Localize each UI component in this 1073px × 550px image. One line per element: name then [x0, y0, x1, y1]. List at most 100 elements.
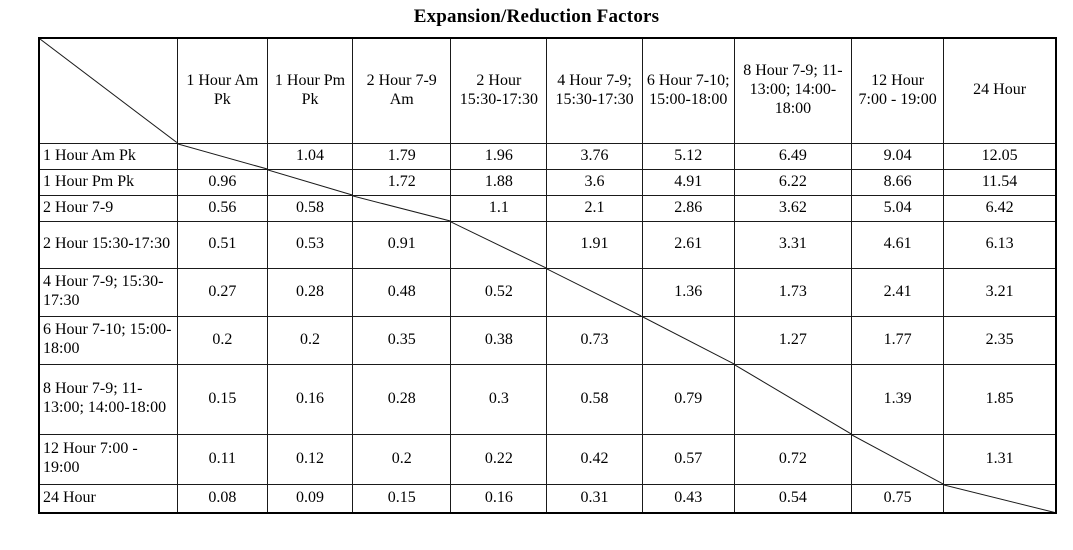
factors-table: 1 Hour Am Pk 1 Hour Pm Pk 2 Hour 7-9 Am 2 H… [38, 37, 1057, 514]
diagonal-blank-cell [352, 194, 452, 222]
row-header: 6 Hour 7-10; 15:00-18:00 [38, 315, 178, 365]
column-header: 1 Hour Pm Pk [266, 37, 354, 144]
factor-value-cell: 6.42 [943, 194, 1057, 222]
factor-value-cell: 0.27 [176, 267, 268, 317]
diagonal-line [547, 269, 641, 316]
diagonal-line [451, 222, 546, 268]
table-row: 8 Hour 7-9; 11-13:00; 14:00-18:00 0.15 0.1… [38, 363, 1057, 435]
row-header: 1 Hour Pm Pk [38, 168, 178, 196]
table-row: 2 Hour 7-9 0.56 0.58 1.1 2.1 2.86 3.62 5.04 6.42 [38, 194, 1057, 222]
factor-value-cell: 0.28 [266, 267, 354, 317]
factor-value-cell: 9.04 [851, 142, 945, 170]
factor-value-cell: 3.62 [733, 194, 853, 222]
factor-value-cell: 0.2 [352, 433, 452, 485]
factor-value-cell: 0.91 [352, 220, 452, 269]
factor-value-cell: 0.16 [266, 363, 354, 435]
factor-value-cell: 1.72 [352, 168, 452, 196]
factor-value-cell: 3.6 [546, 168, 643, 196]
column-header: 8 Hour 7-9; 11-13:00; 14:00-18:00 [733, 37, 853, 144]
factor-value-cell: 12.05 [943, 142, 1057, 170]
table-row: 6 Hour 7-10; 15:00-18:00 0.2 0.2 0.35 0.38 0.… [38, 315, 1057, 365]
factor-value-cell: 0.28 [352, 363, 452, 435]
row-header: 2 Hour 15:30-17:30 [38, 220, 178, 269]
factor-value-cell: 0.57 [641, 433, 735, 485]
diagonal-line [643, 317, 734, 364]
factor-value-cell: 0.48 [352, 267, 452, 317]
row-header: 12 Hour 7:00 - 19:00 [38, 433, 178, 485]
row-header: 4 Hour 7-9; 15:30-17:30 [38, 267, 178, 317]
factor-value-cell: 0.79 [641, 363, 735, 435]
factor-value-cell: 1.27 [733, 315, 853, 365]
table-row: 12 Hour 7:00 - 19:00 0.11 0.12 0.2 0.22 0.42 0… [38, 433, 1057, 485]
row-header: 1 Hour Am Pk [38, 142, 178, 170]
diagonal-line [353, 196, 450, 221]
factor-value-cell: 0.43 [641, 483, 735, 514]
factor-value-cell: 0.08 [176, 483, 268, 514]
factor-value-cell: 11.54 [943, 168, 1057, 196]
factor-value-cell: 0.58 [266, 194, 354, 222]
factor-value-cell: 0.15 [352, 483, 452, 514]
factor-value-cell: 0.56 [176, 194, 268, 222]
diagonal-blank-cell [733, 363, 853, 435]
factor-value-cell: 0.31 [546, 483, 643, 514]
factor-value-cell: 0.11 [176, 433, 268, 485]
factor-value-cell: 0.72 [733, 433, 853, 485]
factor-value-cell: 1.31 [943, 433, 1057, 485]
row-header: 8 Hour 7-9; 11-13:00; 14:00-18:00 [38, 363, 178, 435]
factor-value-cell: 1.04 [266, 142, 354, 170]
diagonal-blank-cell [943, 483, 1057, 514]
column-header: 6 Hour 7-10; 15:00-18:00 [641, 37, 735, 144]
column-header: 24 Hour [943, 37, 1057, 144]
factor-value-cell: 0.75 [851, 483, 945, 514]
factor-value-cell: 4.91 [641, 168, 735, 196]
factor-value-cell: 0.51 [176, 220, 268, 269]
factor-value-cell: 0.12 [266, 433, 354, 485]
diagonal-line [852, 435, 943, 484]
factor-value-cell: 4.61 [851, 220, 945, 269]
diagonal-line [40, 39, 177, 143]
row-header: 24 Hour [38, 483, 178, 514]
diagonal-blank-cell [546, 267, 643, 317]
header-corner-cell [38, 37, 178, 144]
page-title: Expansion/Reduction Factors [413, 6, 660, 27]
factor-value-cell: 3.76 [546, 142, 643, 170]
table-row: 2 Hour 15:30-17:30 0.51 0.53 0.91 1.91 2.61 3.… [38, 220, 1057, 269]
table-row: 1 Hour Am Pk 1.04 1.79 1.96 3.76 5.12 6.49 9.04… [38, 142, 1057, 170]
factor-value-cell: 0.15 [176, 363, 268, 435]
factor-value-cell: 0.35 [352, 315, 452, 365]
column-header: 12 Hour 7:00 - 19:00 [851, 37, 945, 144]
diagonal-blank-cell [851, 433, 945, 485]
factor-value-cell: 0.53 [266, 220, 354, 269]
factor-value-cell: 1.36 [641, 267, 735, 317]
row-header: 2 Hour 7-9 [38, 194, 178, 222]
factor-value-cell: 6.13 [943, 220, 1057, 269]
factor-value-cell: 0.42 [546, 433, 643, 485]
factor-value-cell: 1.1 [450, 194, 548, 222]
factor-value-cell: 0.22 [450, 433, 548, 485]
factor-value-cell: 0.16 [450, 483, 548, 514]
factor-value-cell: 1.88 [450, 168, 548, 196]
factor-value-cell: 0.09 [266, 483, 354, 514]
factor-value-cell: 0.54 [733, 483, 853, 514]
factor-value-cell: 0.38 [450, 315, 548, 365]
diagonal-blank-cell [641, 315, 735, 365]
factor-value-cell: 1.91 [546, 220, 643, 269]
factor-value-cell: 1.73 [733, 267, 853, 317]
column-header: 2 Hour 7-9 Am [352, 37, 452, 144]
header-row: 1 Hour Am Pk 1 Hour Pm Pk 2 Hour 7-9 Am 2 H… [38, 37, 1057, 144]
factor-value-cell: 1.39 [851, 363, 945, 435]
diagonal-blank-cell [266, 168, 354, 196]
factor-value-cell: 6.49 [733, 142, 853, 170]
diagonal-line [268, 170, 352, 195]
factor-value-cell: 0.96 [176, 168, 268, 196]
factor-value-cell: 5.04 [851, 194, 945, 222]
factor-value-cell: 1.85 [943, 363, 1057, 435]
factor-value-cell: 0.73 [546, 315, 643, 365]
factor-value-cell: 2.41 [851, 267, 945, 317]
factor-value-cell: 8.66 [851, 168, 945, 196]
factor-value-cell: 2.61 [641, 220, 735, 269]
factor-value-cell: 1.77 [851, 315, 945, 365]
diagonal-line [944, 485, 1055, 513]
factor-value-cell: 2.86 [641, 194, 735, 222]
